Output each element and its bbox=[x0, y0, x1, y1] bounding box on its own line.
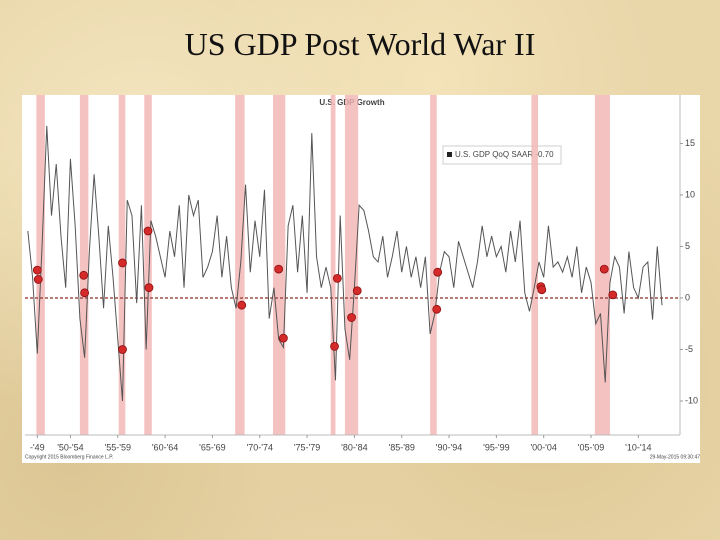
event-marker bbox=[537, 285, 547, 295]
event-marker bbox=[347, 313, 356, 322]
event-marker bbox=[33, 275, 43, 284]
footer-right: 29-May-2015 09:30:47 bbox=[650, 454, 701, 460]
event-marker bbox=[433, 267, 443, 277]
x-tick-label: '95-'99 bbox=[483, 442, 509, 452]
data-line bbox=[27, 125, 663, 402]
recession-band bbox=[144, 95, 152, 435]
event-marker bbox=[144, 283, 154, 293]
recession-band bbox=[430, 95, 437, 435]
recession-band bbox=[531, 95, 539, 435]
event-marker bbox=[279, 333, 288, 343]
x-tick-label: '05-'09 bbox=[578, 442, 604, 452]
x-tick-label: -'49 bbox=[30, 442, 45, 452]
x-tick-label: '10-'14 bbox=[625, 442, 651, 452]
y-tick-label: 5 bbox=[685, 241, 690, 251]
event-marker bbox=[274, 264, 284, 274]
legend-label: U.S. GDP QoQ SAAR -0.70 bbox=[455, 150, 554, 159]
event-marker bbox=[352, 286, 362, 296]
slide-title: US GDP Post World War II bbox=[184, 26, 536, 62]
recession-band bbox=[79, 95, 89, 435]
event-marker bbox=[143, 226, 153, 236]
recession-band bbox=[36, 95, 45, 435]
x-tick-label: '65-'69 bbox=[199, 442, 225, 452]
event-marker bbox=[432, 304, 442, 314]
y-tick-label: 15 bbox=[685, 138, 695, 148]
event-marker bbox=[118, 345, 127, 354]
x-tick-label: '70-'74 bbox=[247, 442, 273, 452]
x-tick-label: '75-'79 bbox=[294, 442, 320, 452]
event-marker bbox=[80, 288, 90, 298]
recession-band bbox=[330, 95, 336, 435]
y-tick-label: -10 bbox=[685, 395, 698, 405]
event-marker bbox=[79, 270, 89, 280]
footer-left: Copyright 2015 Bloomberg Finance L.P. bbox=[25, 454, 113, 460]
event-marker bbox=[330, 341, 339, 351]
event-marker bbox=[332, 273, 342, 283]
y-tick-label: 10 bbox=[685, 189, 695, 199]
recession-band bbox=[594, 95, 610, 435]
x-tick-label: '90-'94 bbox=[436, 442, 462, 452]
event-marker bbox=[599, 264, 609, 274]
x-tick-label: '80-'84 bbox=[341, 442, 367, 452]
x-tick-label: '50-'54 bbox=[57, 442, 83, 452]
x-tick-label: '55-'59 bbox=[105, 442, 131, 452]
event-marker bbox=[608, 290, 618, 300]
x-tick-label: '85-'89 bbox=[388, 442, 414, 452]
x-tick-label: '00-'04 bbox=[530, 442, 556, 452]
legend-swatch bbox=[447, 152, 452, 157]
x-tick-label: '60-'64 bbox=[152, 442, 178, 452]
event-marker bbox=[237, 300, 247, 310]
y-tick-label: 0 bbox=[685, 292, 690, 302]
event-marker bbox=[118, 258, 127, 268]
recession-band bbox=[235, 95, 245, 435]
event-marker bbox=[32, 265, 42, 275]
y-tick-label: -5 bbox=[685, 344, 693, 354]
